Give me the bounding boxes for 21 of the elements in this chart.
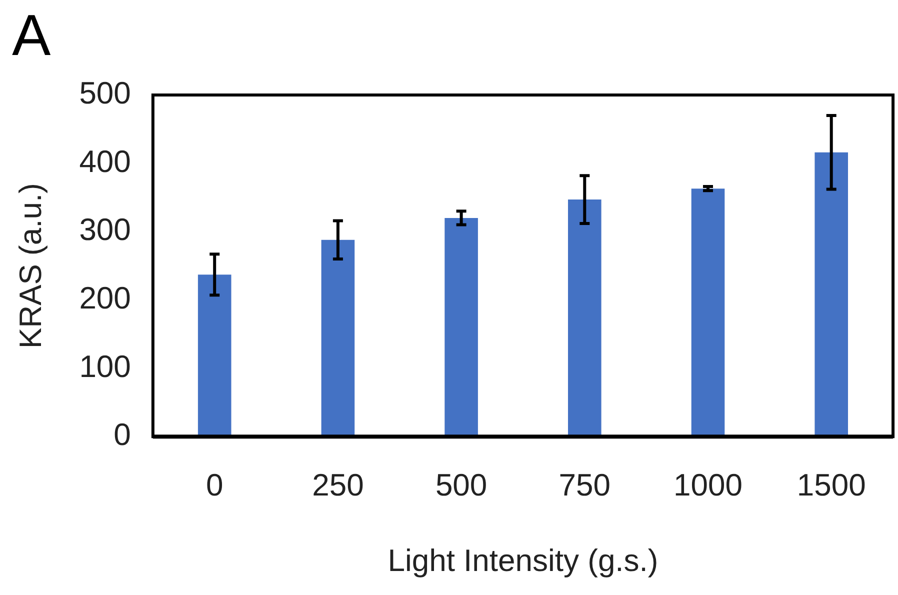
- y-tick-label: 500: [79, 76, 131, 111]
- y-axis-title: KRAS (a.u.): [13, 183, 48, 348]
- x-axis-title: Light Intensity (g.s.): [388, 542, 658, 578]
- bar: [568, 200, 602, 437]
- x-tick-label: 0: [206, 468, 224, 503]
- x-tick-label: 1000: [674, 468, 742, 503]
- y-tick-label: 200: [79, 280, 131, 316]
- y-tick-label: 100: [79, 348, 131, 384]
- bar: [444, 218, 478, 437]
- chart-title: A: [12, 3, 51, 68]
- bar: [321, 240, 355, 437]
- bar: [814, 152, 848, 437]
- x-tick-label: 750: [558, 468, 611, 503]
- bar: [691, 188, 725, 437]
- y-tick-label: 400: [79, 144, 131, 179]
- bar: [198, 274, 232, 437]
- y-tick-label: 0: [114, 417, 131, 452]
- y-tick-label: 300: [79, 212, 131, 248]
- x-tick-label: 250: [312, 468, 364, 503]
- x-tick-label: 500: [435, 468, 488, 503]
- x-tick-label: 1500: [796, 468, 866, 503]
